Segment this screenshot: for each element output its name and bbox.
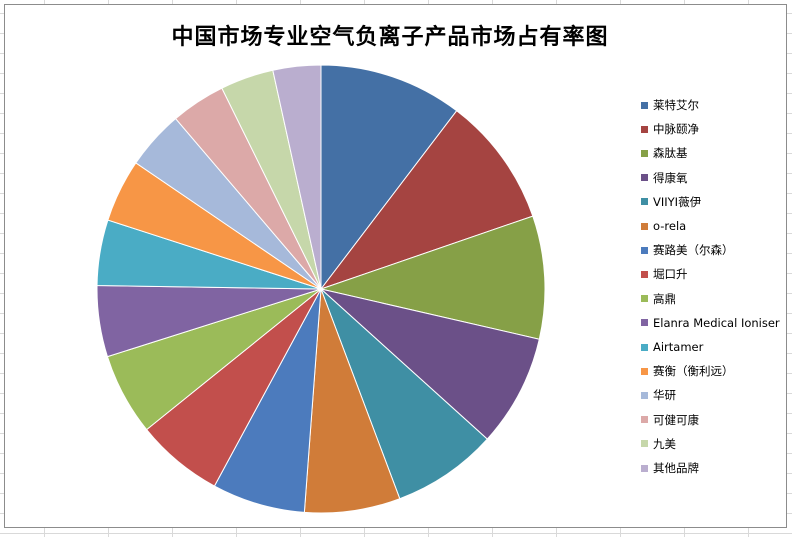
legend-item[interactable]: 其他品牌 [641,460,699,476]
legend-swatch [641,319,648,327]
legend-label: 华研 [653,388,676,403]
legend-label: Airtamer [653,340,704,354]
legend-swatch [641,416,648,424]
pie-slice-1[interactable] [319,110,534,291]
legend-label: 赛衡（衡利远） [653,364,734,379]
legend-label: 可健可康 [653,412,699,427]
legend-swatch [641,101,648,109]
legend-swatch [641,246,648,254]
legend-item[interactable]: o-rela [641,218,686,234]
legend-swatch [641,149,648,157]
pie-chart [96,64,546,514]
legend-item[interactable]: 中脉颐净 [641,121,699,137]
legend-label: 赛路美（尔森） [653,243,734,258]
legend-swatch [641,440,648,448]
legend-label: 森肽基 [653,146,688,161]
legend-item[interactable]: VIIYI薇伊 [641,194,701,210]
legend-label: 堀口升 [653,267,688,282]
legend-item[interactable]: 赛路美（尔森） [641,242,734,258]
legend-item[interactable]: 得康氧 [641,170,688,186]
legend-swatch [641,391,648,399]
pie-slice-3[interactable] [319,288,540,440]
legend-label: VIIYI薇伊 [653,194,702,209]
legend-swatch [641,174,648,182]
pie-slice-2[interactable] [319,215,546,340]
legend-label: 得康氧 [653,170,688,185]
pie-slice-15[interactable] [272,64,322,290]
pie-slice-0[interactable] [320,64,458,291]
legend-label: o-rela [653,219,687,233]
legend-swatch [641,222,648,230]
legend-swatch [641,125,648,133]
legend-swatch [641,270,648,278]
legend-item[interactable]: 莱特艾尔 [641,97,699,113]
legend-swatch [641,464,648,472]
legend-label: 其他品牌 [653,461,699,475]
legend-item[interactable]: 堀口升 [641,266,688,282]
legend-item[interactable]: Elanra Medical Ioniser [641,315,780,331]
legend-item[interactable]: Airtamer [641,339,703,355]
legend-item[interactable]: 高鼎 [641,291,676,307]
legend-label: 九美 [653,436,676,451]
legend-item[interactable]: 森肽基 [641,145,688,161]
legend-swatch [641,343,648,351]
legend-item[interactable]: 华研 [641,387,676,403]
legend-swatch [641,367,648,375]
legend-swatch [641,295,648,303]
legend-label: 中脉颐净 [653,122,699,137]
chart-title: 中国市场专业空气负离子产品市场占有率图 [171,25,609,50]
legend-label: Elanra Medical Ioniser [653,315,780,330]
legend-item[interactable]: 九美 [641,436,676,452]
legend-label: 高鼎 [653,291,676,306]
chart-area[interactable]: 中国市场专业空气负离子产品市场占有率图 莱特艾尔中脉颐净森肽基得康氧 VIIYI薇… [4,4,787,528]
legend-item[interactable]: 赛衡（衡利远） [641,363,734,379]
legend-swatch [641,198,648,206]
legend-label: 莱特艾尔 [653,98,699,112]
pie-slice-4[interactable] [320,288,488,500]
legend-item[interactable]: 可健可康 [641,412,699,428]
